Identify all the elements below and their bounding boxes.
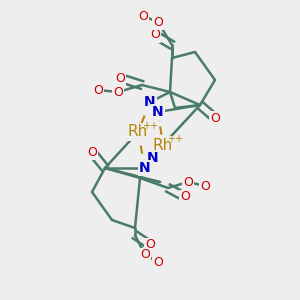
Text: O: O <box>138 10 148 22</box>
Text: Rh: Rh <box>153 137 173 152</box>
Text: O: O <box>183 176 193 188</box>
Text: ++: ++ <box>167 134 183 144</box>
Text: O: O <box>153 256 163 268</box>
Text: O: O <box>115 71 125 85</box>
Text: O: O <box>140 248 150 262</box>
Text: O: O <box>113 85 123 98</box>
Text: O: O <box>93 83 103 97</box>
Text: N: N <box>152 105 164 119</box>
Text: ++: ++ <box>142 121 158 131</box>
Text: N: N <box>147 151 159 165</box>
Text: O: O <box>150 28 160 41</box>
Text: O: O <box>153 16 163 28</box>
Text: N: N <box>144 95 156 109</box>
Text: Rh: Rh <box>128 124 148 140</box>
Text: O: O <box>87 146 97 158</box>
Text: N: N <box>139 161 151 175</box>
Text: O: O <box>210 112 220 124</box>
Text: O: O <box>145 238 155 251</box>
Text: O: O <box>180 190 190 203</box>
Text: O: O <box>200 179 210 193</box>
